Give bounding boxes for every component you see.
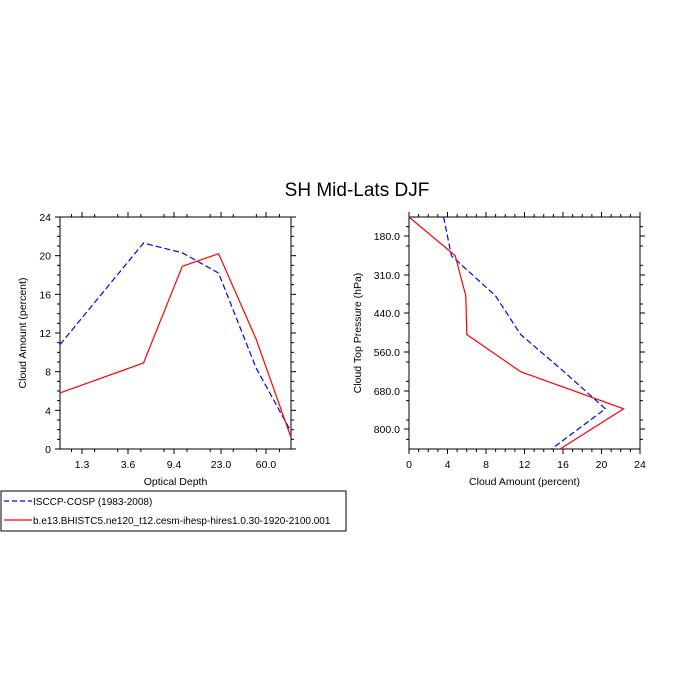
left-series-model-line [59,252,292,438]
legend-label-model: b.e13.BHISTC5.ne120_t12.cesm-ihesp-hires… [33,516,331,527]
left-xtick-label: 23.0 [211,459,232,471]
right-plot-frame [408,216,641,450]
left-ytick-label: 20 [39,251,51,263]
right-yaxis-label: Cloud Top Pressure (hPa) [352,273,364,394]
right-chart-cloud-top-pressure: 0 4 8 12 16 20 24 180.0 310.0 440.0 560.0 680.0 800.… [352,212,646,488]
right-ytick-label: 310.0 [374,270,400,282]
legend-label-isccp: ISCCP-COSP (1983-2008) [33,497,152,508]
left-plot-frame [59,216,292,450]
left-chart-optical-depth: 0 4 8 12 16 20 24 1.3 3.6 9.4 23.0 60.0 Optical Dept… [17,212,296,488]
legend: ISCCP-COSP (1983-2008) b.e13.BHISTC5.ne1… [0,490,347,532]
right-ytick-label: 180.0 [374,231,400,243]
legend-box [0,490,347,532]
right-xtick-label: 12 [519,459,531,471]
left-ytick-label: 8 [45,367,51,379]
right-xtick-label: 8 [483,459,489,471]
left-ytick-label: 16 [39,289,51,301]
right-series-isccp-line [443,216,607,450]
left-xtick-label: 60.0 [256,459,277,471]
left-yaxis-label: Cloud Amount (percent) [17,278,29,389]
left-ytick-label: 12 [39,328,51,340]
right-series-model-line [408,216,625,450]
right-ytick-label: 560.0 [374,347,400,359]
right-xaxis-label: Cloud Amount (percent) [469,476,580,488]
left-ytick-label: 0 [45,444,51,456]
left-ytick-label: 24 [39,212,51,224]
left-xtick-label: 3.6 [121,459,136,471]
right-ytick-label: 800.0 [374,424,400,436]
right-xtick-label: 24 [634,459,646,471]
figure-title: SH Mid-Lats DJF [285,180,430,201]
right-ytick-label: 680.0 [374,386,400,398]
left-xtick-label: 1.3 [75,459,90,471]
right-xtick-label: 4 [445,459,451,471]
left-xtick-label: 9.4 [167,459,182,471]
right-xtick-label: 0 [406,459,412,471]
right-xtick-label: 16 [557,459,569,471]
left-series-isccp-line [59,242,292,432]
right-ytick-label: 440.0 [374,308,400,320]
right-xtick-label: 20 [596,459,608,471]
left-ytick-label: 4 [45,405,51,417]
left-xaxis-label: Optical Depth [144,476,208,488]
